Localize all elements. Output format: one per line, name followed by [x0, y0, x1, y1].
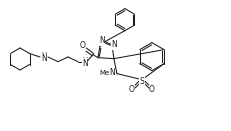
- Text: N: N: [41, 54, 47, 63]
- Text: H: H: [41, 52, 47, 58]
- Text: Me: Me: [100, 70, 110, 76]
- Text: O: O: [129, 85, 135, 94]
- Text: O: O: [149, 85, 155, 94]
- Text: N: N: [111, 40, 117, 49]
- Text: N: N: [109, 68, 115, 77]
- Text: N: N: [82, 59, 88, 68]
- Text: O: O: [80, 41, 86, 50]
- Text: N: N: [99, 36, 105, 45]
- Text: S: S: [140, 77, 144, 86]
- Text: H: H: [82, 57, 88, 63]
